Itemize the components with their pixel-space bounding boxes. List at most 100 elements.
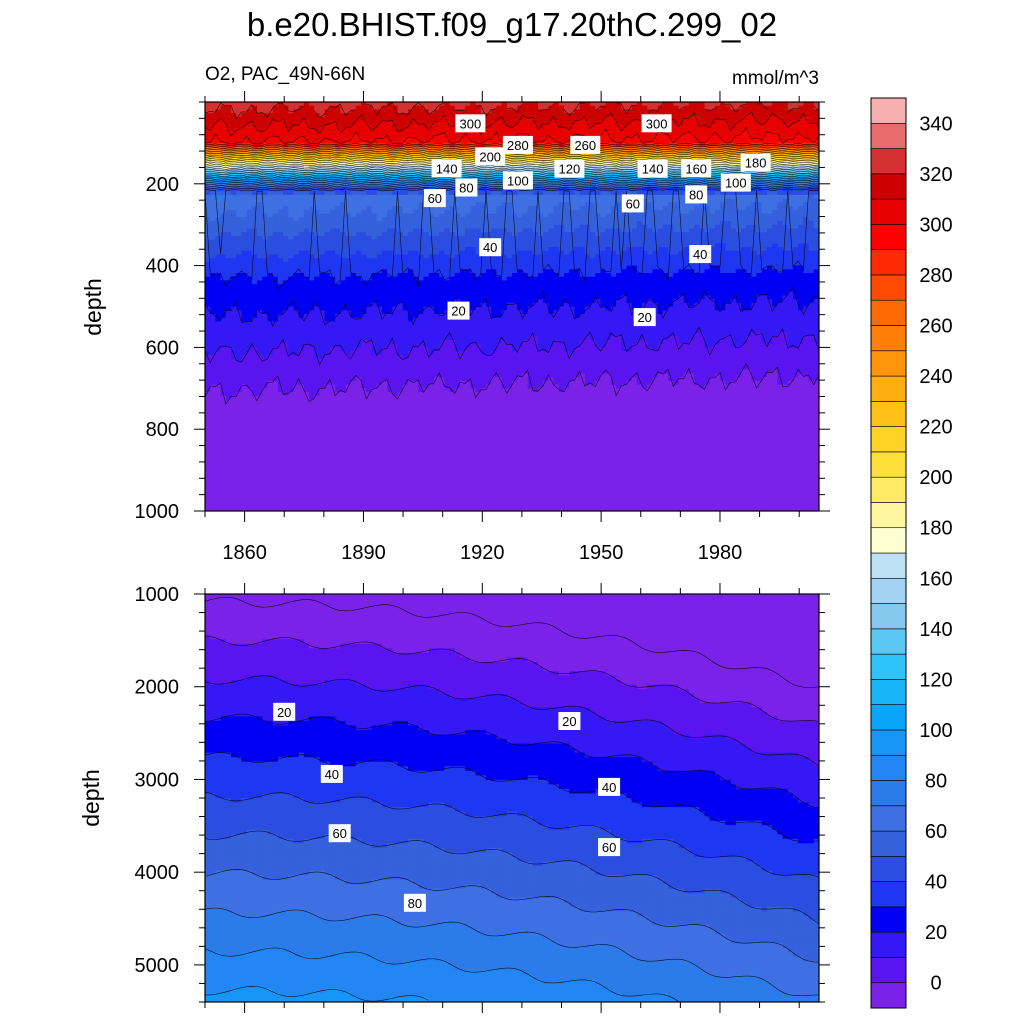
upper-field-cell [423,135,430,140]
upper-field-cell [798,105,804,111]
upper-field-cell [605,220,612,226]
upper-field-cell [610,135,617,140]
upper-field-cell [335,139,341,144]
upper-field-cell [709,206,716,211]
upper-field-cell [387,254,393,259]
upper-field-cell [272,146,279,151]
upper-field-cell [798,172,804,177]
upper-field-cell [439,135,445,140]
upper-field-cell [324,194,331,200]
upper-field-cell [792,217,799,222]
upper-field-cell [709,254,716,259]
upper-field-cell [725,113,732,118]
upper-field-cell [454,217,461,222]
upper-field-cell [423,113,430,118]
upper-field-cell [231,209,237,215]
upper-field-cell [335,194,341,200]
upper-field-cell [319,191,326,196]
upper-field-cell [548,198,555,203]
upper-field-cell [803,142,810,148]
upper-field-cell [496,128,503,133]
upper-field-cell [777,198,784,203]
upper-field-cell [335,191,341,196]
upper-field-cell [423,128,430,133]
upper-field-cell [673,183,680,189]
upper-field-cell [553,254,560,259]
upper-field-cell [787,131,794,137]
upper-field-cell [699,206,706,211]
upper-field-cell [220,247,227,252]
upper-field-cell [636,243,643,248]
upper-field-cell [210,232,216,237]
upper-field-cell [397,124,404,129]
upper-field-cell [699,209,706,215]
upper-field-cell [236,102,243,107]
upper-field-cell [361,161,367,166]
upper-field-cell [309,213,315,218]
upper-field-cell [553,194,560,200]
upper-field-cell [522,206,529,211]
upper-field-cell [532,232,539,237]
upper-field-cell [766,228,773,233]
upper-field-cell [590,247,596,252]
upper-field-cell [787,206,794,211]
upper-field-cell [319,243,326,248]
upper-field-cell [205,124,211,129]
upper-field-cell [402,202,409,207]
upper-field-cell [439,232,445,237]
upper-field-cell [303,250,310,256]
upper-field-cell [688,228,695,233]
upper-field-cell [553,154,560,159]
upper-field-cell [361,157,367,163]
upper-field-cell [694,206,700,211]
upper-field-cell [257,258,263,263]
upper-field-cell [746,198,752,203]
upper-field-cell [496,142,503,148]
upper-field-cell [631,224,638,230]
upper-field-cell [366,105,373,111]
upper-field-cell [787,194,794,200]
upper-field-cell [605,213,612,218]
upper-field-cell [569,213,576,218]
upper-field-cell [324,120,331,125]
upper-field-cell [350,243,357,248]
upper-field-cell [314,217,321,222]
upper-field-cell [735,116,742,122]
upper-field-cell [532,247,539,252]
upper-field-cell [293,220,300,226]
upper-field-cell [402,116,409,122]
upper-field-cell [428,180,435,185]
upper-field-cell [454,102,461,107]
upper-field-cell [407,113,414,118]
upper-field-cell [532,235,539,241]
upper-field-cell [673,220,680,226]
upper-field-cell [657,220,664,226]
upper-field-cell [314,198,321,203]
upper-field-cell [381,202,388,207]
upper-field-cell [355,194,362,200]
upper-field-cell [636,228,643,233]
upper-field-cell [236,224,243,230]
upper-field-cell [309,168,315,174]
upper-field-cell [303,194,310,200]
upper-field-cell [272,228,279,233]
upper-field-cell [392,247,399,252]
upper-field-cell [225,254,232,259]
upper-field-cell [267,102,274,107]
upper-field-cell [491,176,497,181]
upper-field-cell [449,198,456,203]
upper-field-cell [335,168,341,174]
upper-field-cell [772,161,778,166]
upper-field-cell [740,243,747,248]
upper-field-cell [532,146,539,151]
upper-field-cell [392,102,399,107]
upper-field-cell [798,191,804,196]
upper-field-cell [485,105,492,111]
upper-field-cell [704,191,711,196]
upper-field-cell [662,194,669,200]
upper-field-cell [699,105,706,111]
upper-field-cell [350,198,357,203]
upper-field-cell [439,243,445,248]
upper-field-cell [329,124,336,129]
upper-field-cell [720,198,726,203]
